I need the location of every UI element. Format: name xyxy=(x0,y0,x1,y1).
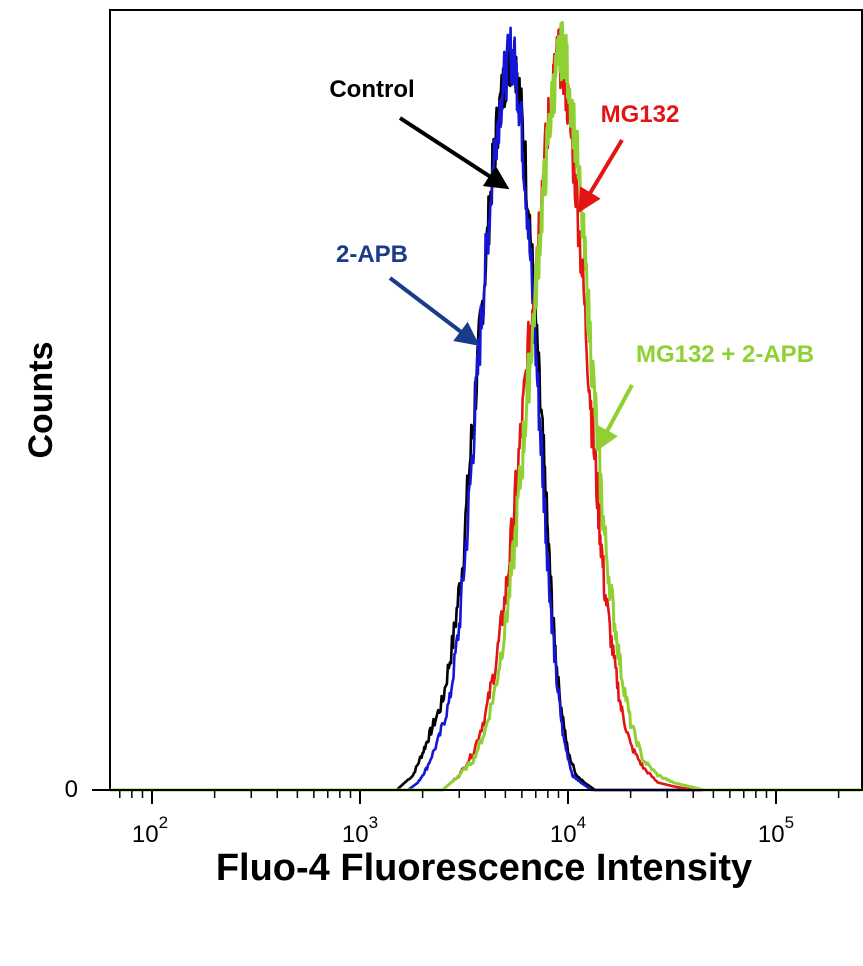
x-tick-base: 10 xyxy=(550,821,577,848)
annotation-2apb-label: 2-APB xyxy=(336,241,408,268)
x-tick-label-1e4: 104 xyxy=(550,813,586,848)
x-axis xyxy=(92,789,862,804)
x-tick-exp: 2 xyxy=(159,813,168,832)
annotation-mg132-label: MG132 xyxy=(601,101,680,128)
annotation-mg132-2apb-label: MG132 + 2-APB xyxy=(636,341,814,368)
series-line-control xyxy=(110,39,862,792)
x-tick-exp: 5 xyxy=(785,813,794,832)
annotation-arrow-control xyxy=(398,116,510,190)
annotation-arrow-mg132-2-apb xyxy=(596,384,634,452)
x-tick-exp: 4 xyxy=(577,813,586,832)
series-line-mg132-2-apb xyxy=(110,21,862,792)
x-tick-label-1e2: 102 xyxy=(132,813,168,848)
x-tick-base: 10 xyxy=(758,821,785,848)
series-line-mg132 xyxy=(110,27,862,792)
series-layer xyxy=(110,21,862,792)
y-tick-label-0: 0 xyxy=(65,776,78,803)
x-tick-base: 10 xyxy=(132,821,159,848)
annotation-arrow-mg132 xyxy=(578,138,624,214)
plot-frame xyxy=(109,9,863,791)
annotation-arrow-2-apb xyxy=(388,276,480,346)
annotation-control-label: Control xyxy=(329,76,414,103)
series-line-2-apb xyxy=(110,26,862,792)
y-axis-title: Counts xyxy=(22,341,60,458)
x-axis-title: Fluo-4 Fluorescence Intensity xyxy=(216,847,752,889)
x-tick-exp: 3 xyxy=(369,813,378,832)
x-tick-base: 10 xyxy=(342,821,369,848)
annotations xyxy=(388,116,634,452)
x-tick-label-1e3: 103 xyxy=(342,813,378,848)
x-tick-label-1e5: 105 xyxy=(758,813,794,848)
